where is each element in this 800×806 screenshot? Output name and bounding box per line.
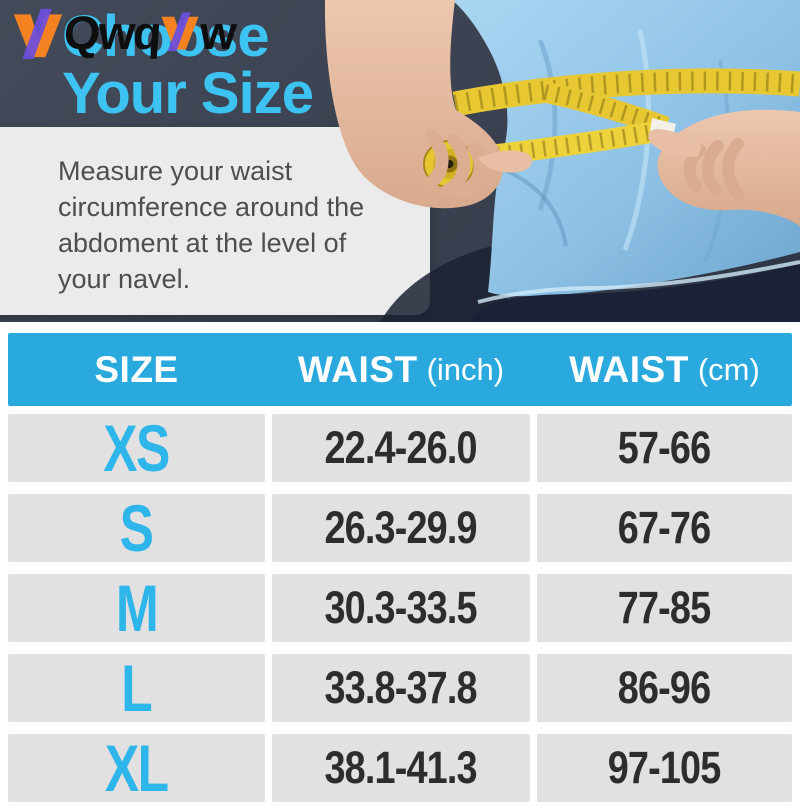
size-cell: L [8,651,265,725]
finger [421,129,449,191]
right-hand [657,109,800,226]
waist-cm-cell: 67-76 [537,494,792,562]
size-cell: S [8,491,265,565]
size-cell: M [8,571,265,645]
brand-v-icon [161,12,199,51]
shirt-fold [622,29,651,251]
title-line-2: Your Size [62,61,314,126]
waist-inch-cell: 26.3-29.9 [272,494,530,562]
waist-cm-cell: 57-66 [537,414,792,482]
brand-v-icon [13,8,63,59]
waist-inch-cell: 38.1-41.3 [272,734,530,802]
tape-tip [650,118,676,140]
finger [683,144,706,192]
finger [457,141,487,199]
tape-measure-band [452,68,800,117]
size-table: SIZE WAIST (inch) WAIST (cm) XS 22.4-26.… [0,333,800,805]
header-waist-cm: WAIST (cm) [569,348,760,390]
waist-inch-cell: 22.4-26.0 [272,414,530,482]
brand-logo-text: w [198,6,237,59]
right-thumb [648,129,702,158]
header-size: SIZE [94,348,179,390]
size-cell: XL [8,731,265,805]
shirt-fold [537,39,558,211]
tape-measure-marks [543,84,669,135]
measure-instruction-text: Measure your waist circumference around … [58,156,365,294]
size-table-body: XS 22.4-26.0 57-66 S 26.3-29.9 67-76 [0,411,800,805]
waist-inch-cell: 30.3-33.5 [272,574,530,642]
waist-inch-cell: 33.8-37.8 [272,654,530,722]
table-row: XL 38.1-41.3 97-105 [8,731,792,805]
waist-cm-cell: 86-96 [537,654,792,722]
table-row: M 30.3-33.5 77-85 [8,571,792,645]
tape-measure-band [450,119,666,171]
table-row: S 26.3-29.9 67-76 [8,491,792,565]
shirt-hem [477,260,800,304]
finger [702,140,724,196]
table-row: XS 22.4-26.0 57-66 [8,411,792,485]
brand-logo: Qwq w [12,6,237,60]
tape-measure-marks [453,71,800,114]
tape-spool [423,140,475,188]
header-waist-inch: WAIST (inch) [297,348,505,390]
blue-tshirt-torso [452,0,800,297]
waist-cm-cell: 77-85 [537,574,792,642]
waist-cm-cell: 97-105 [537,734,792,802]
left-thumb [478,150,533,173]
tape-measure-marks [451,122,666,168]
table-row: L 33.8-37.8 86-96 [8,651,792,725]
size-table-header: SIZE WAIST (inch) WAIST (cm) [8,333,792,406]
navy-shorts [470,264,800,322]
shirt-fold [504,168,568,247]
shirt-fold [703,59,731,263]
finger [441,133,471,197]
hero-section: Measure your waist circumference around … [0,0,800,322]
measure-instruction-card: Measure your waist circumference around … [0,127,430,315]
brand-logo-text: Qwq [62,6,162,59]
finger [722,138,744,200]
tape-measure-band [542,81,670,137]
size-cell: XS [8,411,265,485]
